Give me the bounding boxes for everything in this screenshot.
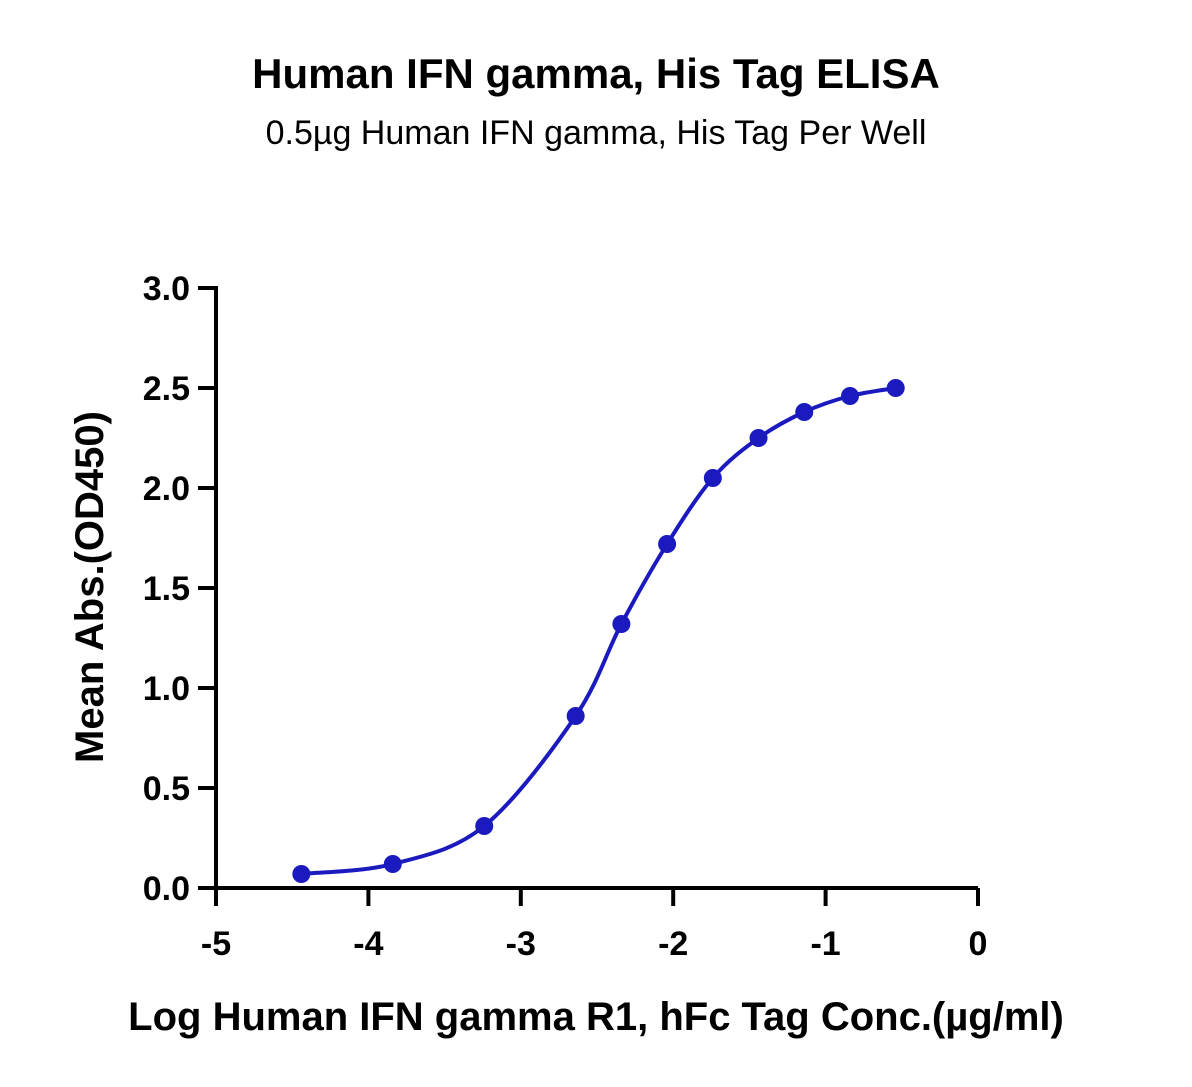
x-tick-label: -5: [201, 925, 231, 963]
y-tick-label: 2.5: [143, 370, 190, 408]
x-axis-title: Log Human IFN gamma R1, hFc Tag Conc.(µg…: [128, 995, 1064, 1039]
data-point: [612, 615, 631, 633]
y-tick-label: 3.0: [143, 270, 190, 308]
y-tick-label: 0.5: [143, 770, 190, 808]
data-point: [749, 429, 768, 447]
y-tick-label: 1.0: [143, 670, 190, 708]
data-point: [658, 535, 677, 553]
data-point: [703, 469, 722, 487]
data-point: [795, 403, 814, 421]
data-point: [475, 817, 494, 835]
x-tick-label: -1: [810, 925, 840, 963]
fit-curve-group: [301, 386, 897, 876]
y-axis-title: Mean Abs.(OD450): [68, 411, 112, 763]
x-tick-label: -3: [506, 925, 536, 963]
axes: 0.0 0.5 1.0 1.5 2.0 2.5 3.0 -5 -4 -3 -2 -1 0: [143, 270, 988, 963]
data-point: [840, 387, 859, 405]
data-point: [566, 707, 585, 725]
chart-subtitle: 0.5µg Human IFN gamma, His Tag Per Well: [265, 114, 927, 152]
fit-curve: [301, 386, 897, 876]
data-points: [292, 379, 905, 883]
data-point: [886, 379, 905, 397]
y-tick-label: 2.0: [143, 470, 190, 508]
x-tick-label: -2: [658, 925, 688, 963]
x-tick-label: 0: [969, 925, 988, 963]
data-point: [292, 865, 311, 883]
y-tick-label: 1.5: [143, 570, 190, 608]
chart-title: Human IFN gamma, His Tag ELISA: [252, 50, 940, 97]
y-tick-label: 0.0: [143, 870, 190, 908]
data-point: [383, 855, 402, 873]
x-tick-label: -4: [353, 925, 383, 963]
